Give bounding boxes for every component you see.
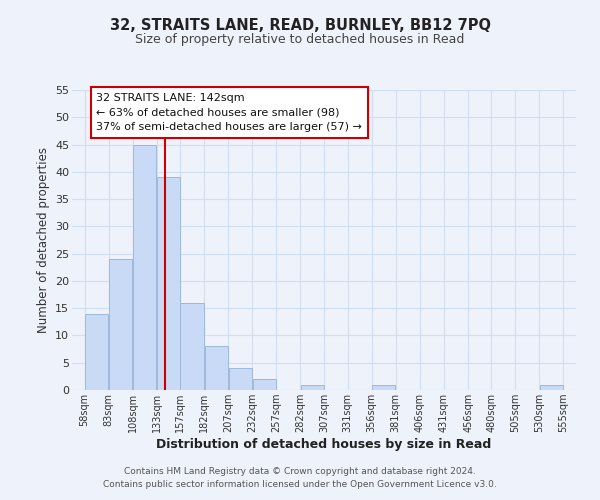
- Text: Contains HM Land Registry data © Crown copyright and database right 2024.: Contains HM Land Registry data © Crown c…: [124, 467, 476, 476]
- X-axis label: Distribution of detached houses by size in Read: Distribution of detached houses by size …: [157, 438, 491, 451]
- Text: Contains public sector information licensed under the Open Government Licence v3: Contains public sector information licen…: [103, 480, 497, 489]
- Bar: [205, 346, 227, 390]
- Text: Size of property relative to detached houses in Read: Size of property relative to detached ho…: [136, 32, 464, 46]
- Bar: [109, 259, 132, 390]
- Y-axis label: Number of detached properties: Number of detached properties: [37, 147, 50, 333]
- Text: 32, STRAITS LANE, READ, BURNLEY, BB12 7PQ: 32, STRAITS LANE, READ, BURNLEY, BB12 7P…: [110, 18, 491, 32]
- Text: 32 STRAITS LANE: 142sqm
← 63% of detached houses are smaller (98)
37% of semi-de: 32 STRAITS LANE: 142sqm ← 63% of detache…: [96, 92, 362, 132]
- Bar: [157, 178, 181, 390]
- Bar: [229, 368, 252, 390]
- Bar: [133, 144, 157, 390]
- Bar: [301, 384, 324, 390]
- Bar: [85, 314, 108, 390]
- Bar: [372, 384, 395, 390]
- Bar: [253, 379, 276, 390]
- Bar: [540, 384, 563, 390]
- Bar: [181, 302, 203, 390]
